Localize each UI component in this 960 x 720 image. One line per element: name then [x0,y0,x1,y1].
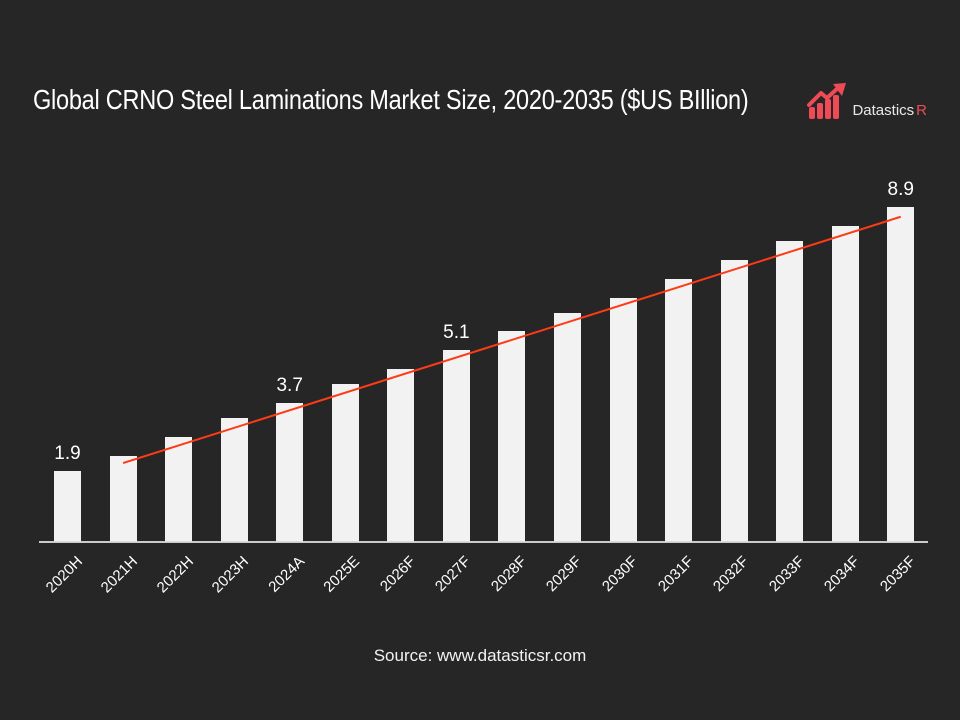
bar-2025E [331,384,359,542]
brand-suffix: R [916,102,927,119]
data-label-2020H: 1.9 [54,442,81,464]
bar-2027F [442,350,470,542]
bar-2026F [387,369,415,542]
bar-2035F [887,207,915,542]
data-label-2027F: 5.1 [443,322,470,344]
rising-bar-chart-arrow-icon [806,83,850,119]
bar-2021H [109,455,137,542]
x-axis-line [39,541,928,543]
data-label-2024A: 3.7 [276,374,303,396]
brand-logo: Datastics R [806,83,927,119]
bar-2034F [831,226,859,542]
chart-title: Global CRNO Steel Laminations Market Siz… [33,84,749,115]
bar-2023H [220,417,248,542]
bar-2032F [720,260,748,542]
bar-2020H [54,470,81,542]
bar-2030F [609,297,637,542]
source-text: Source: www.datasticsr.com [373,646,587,665]
bar-2029F [553,312,581,542]
bar-2028F [498,331,526,542]
bar-2024A [276,402,304,542]
data-label-2035F: 8.9 [887,179,914,201]
brand-name: Datastics [852,102,915,119]
bar-2031F [665,278,693,542]
bar-2033F [776,241,804,542]
bar-2022H [165,436,193,542]
